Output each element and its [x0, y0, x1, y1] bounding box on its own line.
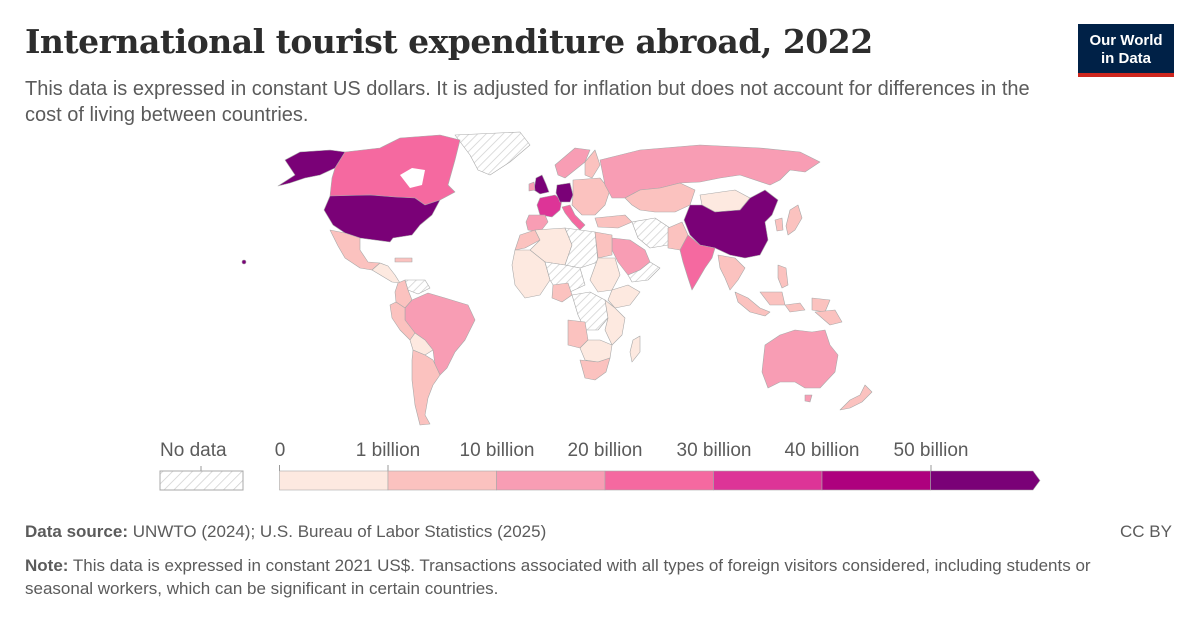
legend-tick-20b: 20 billion	[567, 440, 643, 461]
region-east-africa[interactable]	[604, 299, 626, 346]
data-source-label: Data source:	[25, 522, 128, 541]
country-australia[interactable]	[761, 329, 839, 389]
country-south-korea[interactable]	[774, 217, 784, 232]
country-russia[interactable]	[599, 144, 821, 199]
legend-swatch-40-50b[interactable]	[821, 470, 931, 491]
country-ethiopia[interactable]	[607, 284, 641, 309]
country-france[interactable]	[536, 194, 563, 218]
country-dr-congo[interactable]	[571, 291, 609, 331]
region-caribbean[interactable]	[394, 257, 413, 263]
legend-tick-10b: 10 billion	[459, 440, 535, 461]
legend-tick-30b: 30 billion	[676, 440, 752, 461]
country-usa-hawaii[interactable]	[241, 259, 247, 265]
country-philippines[interactable]	[777, 264, 789, 289]
legend-swatch-1-10b[interactable]	[387, 470, 497, 491]
logo-line-2: in Data	[1100, 50, 1151, 67]
country-turkey[interactable]	[594, 214, 633, 229]
license-link[interactable]: CC BY	[1120, 522, 1172, 541]
chart-note: Note: This data is expressed in constant…	[25, 554, 1145, 600]
legend-swatch-no-data[interactable]	[159, 470, 244, 491]
data-source-text[interactable]: UNWTO (2024); U.S. Bureau of Labor Stati…	[127, 522, 547, 541]
region-southern-africa[interactable]	[579, 339, 613, 363]
country-italy[interactable]	[561, 204, 586, 231]
logo-line-1: Our World	[1089, 32, 1163, 49]
country-australia-tasmania[interactable]	[804, 394, 813, 403]
region-yemen-oman[interactable]	[627, 261, 661, 283]
country-iran[interactable]	[631, 217, 671, 249]
country-ireland[interactable]	[528, 181, 536, 192]
country-finland[interactable]	[584, 149, 601, 179]
region-central-america[interactable]	[371, 262, 401, 284]
hudson-bay	[400, 168, 425, 188]
country-papua-new-guinea[interactable]	[814, 309, 843, 326]
region-west-africa[interactable]	[511, 249, 551, 299]
country-norway-sweden[interactable]	[554, 147, 591, 179]
legend-swatch-30-40b[interactable]	[713, 470, 823, 491]
country-indonesia[interactable]	[734, 291, 831, 317]
data-source: Data source: UNWTO (2024); U.S. Bureau o…	[25, 522, 546, 542]
legend-swatch-20-30b[interactable]	[604, 470, 714, 491]
legend-swatch-50b-plus[interactable]	[930, 470, 1041, 491]
country-canada[interactable]	[329, 134, 461, 206]
legend-swatch-10-20b[interactable]	[496, 470, 606, 491]
country-uk[interactable]	[533, 174, 550, 195]
color-legend[interactable]	[0, 460, 1200, 500]
country-nigeria[interactable]	[551, 282, 573, 303]
note-text: This data is expressed in constant 2021 …	[25, 556, 1091, 598]
legend-tick-1b: 1 billion	[355, 440, 421, 461]
legend-tick-0: 0	[274, 440, 286, 461]
country-germany[interactable]	[555, 182, 574, 203]
logo-accent-bar	[1078, 73, 1174, 77]
note-label: Note:	[25, 556, 69, 575]
world-map[interactable]	[0, 125, 1200, 440]
legend-swatch-0-1b[interactable]	[279, 470, 389, 491]
chart-subtitle: This data is expressed in constant US do…	[25, 78, 1030, 126]
country-japan[interactable]	[785, 204, 803, 236]
chart-title: International tourist expenditure abroad…	[25, 22, 873, 61]
region-eastern-europe[interactable]	[571, 177, 611, 216]
region-southeast-asia[interactable]	[717, 254, 746, 291]
country-south-africa[interactable]	[579, 357, 611, 381]
country-usa-alaska[interactable]	[277, 149, 346, 187]
country-egypt[interactable]	[594, 231, 613, 259]
legend-no-data-label: No data	[160, 440, 227, 461]
country-india[interactable]	[679, 234, 716, 291]
legend-tick-50b: 50 billion	[893, 440, 969, 461]
country-usa[interactable]	[323, 194, 441, 243]
country-madagascar[interactable]	[629, 335, 641, 363]
country-greenland[interactable]	[454, 131, 531, 176]
country-argentina[interactable]	[411, 349, 441, 426]
country-new-zealand[interactable]	[839, 384, 873, 411]
owid-logo[interactable]: Our World in Data	[1078, 24, 1174, 77]
country-morocco[interactable]	[514, 229, 541, 251]
legend-tick-40b: 40 billion	[784, 440, 860, 461]
